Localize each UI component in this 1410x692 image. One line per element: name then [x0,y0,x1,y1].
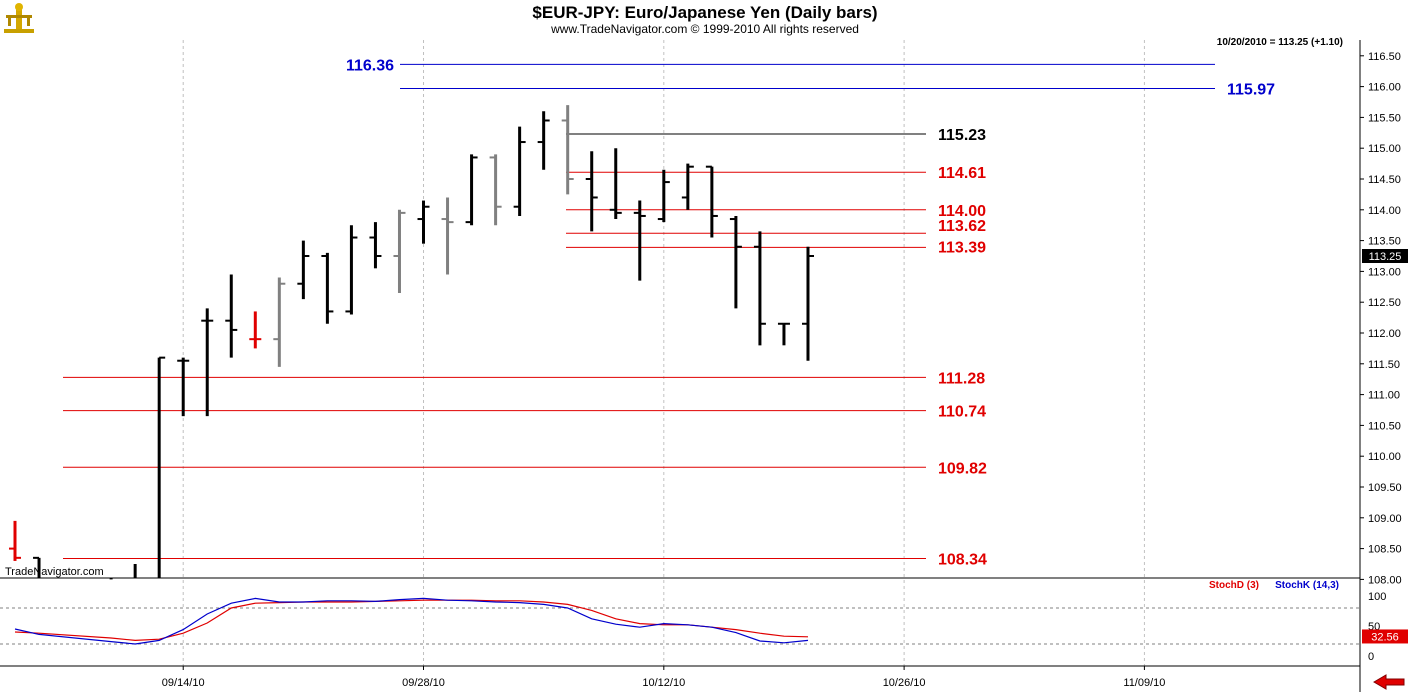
stoch-last-marker [1362,629,1408,644]
y-tick-label: 111.50 [1368,359,1400,371]
price-bar [777,322,790,346]
last-price-marker [1362,249,1408,263]
y-tick-label: 112.00 [1368,328,1401,340]
price-bar [753,231,766,346]
y-tick-label: 108.00 [1368,574,1402,586]
y-tick-label: 116.50 [1368,51,1401,63]
stoch-k-legend: StochK (14,3) [1275,580,1339,591]
price-bar [513,126,526,216]
y-tick-label: 115.50 [1368,112,1401,124]
price-bar [657,169,670,223]
level-label-116.36: 116.36 [346,57,394,74]
price-bar [33,556,41,578]
level-label-108.34: 108.34 [938,551,987,568]
price-bar [369,222,382,269]
price-bar [177,357,190,417]
price-bar [633,200,646,281]
price-bar [345,225,358,315]
x-tick-label: 10/26/10 [883,677,926,689]
y-tick-label: 108.50 [1368,544,1402,556]
stoch-last-label: 32.56 [1371,631,1399,643]
level-label-110.74: 110.74 [938,404,986,421]
last-price-label: 113.25 [1369,251,1402,263]
level-label-114.61: 114.61 [938,165,986,182]
chart-subtitle: www.TradeNavigator.com © 1999-2010 All r… [551,22,859,36]
last-quote: 10/20/2010 = 113.25 (+1.10) [1216,37,1343,48]
stoch-y-tick-label: 0 [1368,651,1374,663]
stoch-line-k [14,597,809,645]
y-tick-label: 109.50 [1368,482,1402,494]
x-tick-label: 11/09/10 [1123,677,1165,689]
price-bar [537,111,550,170]
price-bar [801,246,814,361]
y-tick-label: 109.00 [1368,513,1402,525]
price-bar [297,240,310,300]
price-bar [225,274,238,358]
price-bar [393,209,406,293]
level-label-115.23: 115.23 [938,127,986,144]
level-label-111.28: 111.28 [938,370,985,387]
price-bar [489,154,502,226]
red-left-arrow-icon[interactable] [1372,674,1406,690]
stoch-d-legend: StochD (3) [1209,580,1259,591]
y-tick-label: 115.00 [1368,143,1401,155]
price-bar [273,277,286,367]
level-label-114.00: 114.00 [938,203,986,220]
stoch-y-tick-label: 100 [1368,591,1386,603]
price-bar [321,252,334,324]
price-bar [681,163,694,210]
y-tick-label: 112.50 [1368,297,1401,309]
trader-figure-icon[interactable] [2,1,36,35]
y-tick-label: 114.50 [1368,174,1401,186]
level-label-113.39: 113.39 [938,239,986,256]
grid-lines [182,40,1145,666]
y-tick-label: 113.50 [1368,236,1401,248]
level-label-115.97: 115.97 [1227,81,1275,98]
price-bar [417,200,430,244]
price-bar [729,215,742,309]
x-tick-label: 09/14/10 [162,677,205,689]
x-tick-label: 09/28/10 [402,677,445,689]
y-tick-label: 114.00 [1368,205,1401,217]
y-tick-label: 111.00 [1368,390,1400,402]
chart-title: $EUR-JPY: Euro/Japanese Yen (Daily bars) [532,3,878,22]
stochastic-panel [0,597,1360,645]
price-bar [465,154,478,226]
price-bar [249,311,262,349]
price-bar [441,197,454,275]
y-tick-label: 113.00 [1368,266,1401,278]
y-tick-label: 116.00 [1368,82,1401,94]
price-bar [201,308,214,417]
price-bars [9,105,814,580]
price-bar [609,148,622,220]
level-label-113.62: 113.62 [938,218,986,235]
y-tick-label: 110.00 [1368,451,1401,463]
watermark: TradeNavigator.com [5,566,104,578]
price-bar [705,165,718,238]
level-label-109.82: 109.82 [938,460,987,477]
price-bar [585,151,598,232]
x-tick-label: 10/12/10 [642,677,685,689]
y-tick-label: 110.50 [1368,420,1401,432]
price-bar [9,520,21,561]
price-bar [561,105,574,195]
stoch-line-d [14,599,809,642]
axes: 09/14/10 09/28/10 10/12/10 10/26/10 11/09/10… [0,40,1408,692]
price-bar [157,356,166,578]
